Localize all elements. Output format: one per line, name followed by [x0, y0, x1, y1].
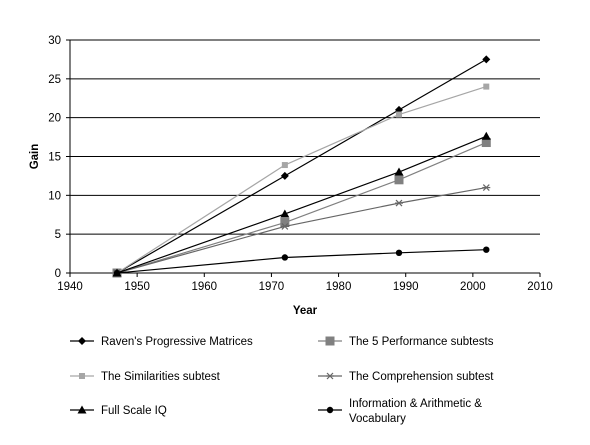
legend-label: Raven's Progressive Matrices [101, 336, 253, 348]
legend-label: Vocabulary [349, 413, 406, 425]
y-tick-label: 30 [48, 35, 61, 47]
x-tick-label: 1990 [393, 281, 419, 293]
series-5 [113, 246, 490, 277]
legend-swatch-marker [326, 406, 334, 414]
series-2 [114, 83, 490, 276]
series-line [116, 141, 487, 274]
data-point [396, 111, 402, 118]
series-4 [112, 131, 491, 277]
legend-label: The Similarities subtest [101, 371, 221, 383]
y-tick-label: 10 [48, 190, 61, 202]
legend-swatch-marker [325, 336, 335, 346]
data-point [281, 162, 288, 169]
data-point [481, 138, 491, 148]
legend-item-5: Information & Arithmetic & Vocabulary [318, 398, 482, 425]
legend-label: Full Scale IQ [101, 405, 167, 417]
legend-item-2: The Similarities subtest [70, 371, 221, 383]
series-line [116, 135, 487, 274]
data-point [395, 249, 403, 257]
data-point [281, 254, 289, 261]
data-point [280, 222, 289, 230]
y-tick-label: 15 [48, 152, 61, 164]
x-tick-label: 1960 [191, 281, 217, 293]
legend-item-1: The 5 Performance subtests [318, 336, 494, 348]
legend-item-0: Raven's Progressive Matrices [70, 336, 253, 348]
data-point [280, 209, 290, 218]
x-tick-label: 2010 [527, 281, 553, 293]
data-point [483, 83, 490, 90]
y-tick-label: 0 [55, 268, 61, 280]
series-0 [113, 55, 491, 277]
legend-label: The Comprehension subtest [349, 371, 494, 383]
legend: Raven's Progressive Matrices The 5 Perfor… [70, 336, 494, 425]
data-point [481, 131, 491, 140]
x-tick-label: 1970 [259, 281, 285, 293]
data-point [395, 199, 403, 207]
legend-swatch-marker [77, 405, 87, 414]
legend-swatch-marker [78, 337, 86, 345]
legend-swatch-marker [326, 372, 334, 380]
series-line [116, 86, 487, 274]
legend-item-3: The Comprehension subtest [318, 371, 494, 383]
legend-label: The 5 Performance subtests [349, 336, 494, 348]
x-tick-label: 1940 [57, 281, 83, 293]
series-line [116, 58, 487, 274]
y-tick-label: 20 [48, 113, 61, 125]
data-point [394, 175, 404, 185]
tick-labels: 0 5 10 15 20 25 30 1940 1950 1960 1970 1980 1990 2000… [48, 35, 553, 293]
x-tick-label: 1980 [326, 281, 352, 293]
data-point [394, 167, 404, 176]
data-point [482, 184, 491, 191]
y-tick-label: 5 [55, 229, 61, 241]
legend-item-4: Full Scale IQ [70, 405, 167, 417]
series-3 [113, 184, 491, 277]
series-plot [112, 55, 491, 278]
data-point [482, 55, 491, 64]
y-axis-title: Gain [29, 144, 41, 170]
x-axis-title: Year [293, 305, 318, 317]
data-point [113, 269, 121, 277]
x-tick-label: 1950 [124, 281, 150, 293]
x-tick-label: 2000 [460, 281, 486, 293]
legend-swatch-marker [79, 373, 85, 379]
series-line [116, 186, 487, 274]
axes [66, 39, 541, 277]
legend-label: Information & Arithmetic & [349, 398, 482, 410]
data-point [280, 171, 289, 180]
series-line [116, 249, 487, 274]
data-point [280, 218, 290, 228]
y-tick-label: 25 [48, 74, 61, 86]
data-point [483, 246, 490, 253]
